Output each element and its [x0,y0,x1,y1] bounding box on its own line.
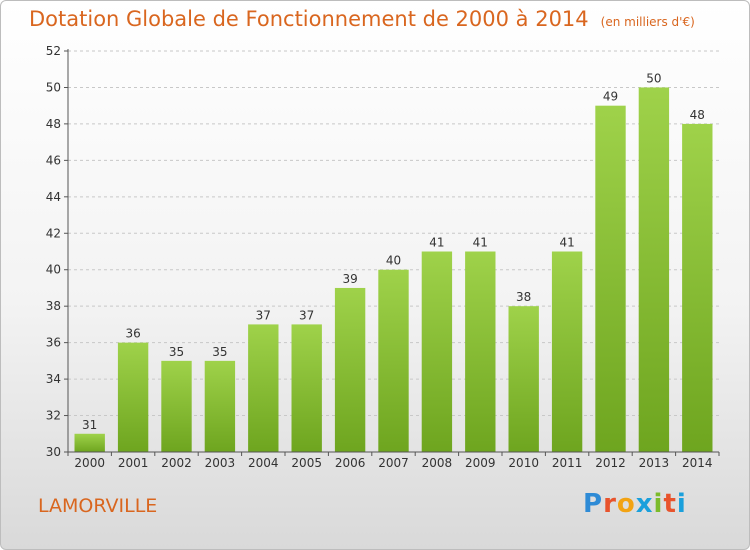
data-label: 37 [256,308,271,322]
bar [334,287,366,452]
commune-name: LAMORVILLE [38,495,158,517]
y-tick-label: 48 [46,117,61,131]
bar [117,342,149,452]
x-tick-label: 2000 [74,456,105,470]
data-label: 49 [603,90,618,104]
bar [291,324,322,452]
bar [682,123,713,452]
y-tick-label: 38 [46,299,61,313]
data-label: 39 [342,272,357,286]
logo-letter: P [583,489,604,519]
data-label: 40 [386,254,401,268]
bar [465,251,496,452]
y-tick-label: 32 [46,409,61,423]
data-label: 41 [473,236,488,250]
bar [74,433,105,452]
data-label: 35 [169,345,184,359]
data-label: 38 [516,290,531,304]
bar [161,360,192,452]
bar [508,306,539,452]
y-tick-label: 30 [46,445,61,459]
bar [421,251,453,452]
logo-letter: x [635,489,654,519]
logo-letter: t [663,489,677,519]
logo-letter: r [603,489,617,519]
x-tick-label: 2011 [552,456,583,470]
data-label: 37 [299,308,314,322]
x-tick-label: 2001 [118,456,149,470]
x-tick-label: 2012 [595,456,626,470]
x-tick-label: 2004 [248,456,279,470]
x-tick-label: 2009 [465,456,496,470]
y-tick-label: 50 [46,80,61,94]
y-tick-label: 36 [46,336,61,350]
bar [595,105,626,452]
bar [378,269,409,452]
x-tick-label: 2002 [161,456,192,470]
unit-note: (en milliers d'€) [600,15,695,29]
x-tick-label: 2003 [205,456,236,470]
data-label: 36 [125,327,140,341]
y-tick-label: 52 [46,44,61,58]
bar [204,360,236,452]
x-tick-label: 2014 [682,456,713,470]
y-tick-label: 44 [46,190,61,204]
bar [638,87,670,453]
y-tick-label: 42 [46,226,61,240]
data-label: 31 [82,418,97,432]
bar [551,251,583,452]
logo-letter: i [676,489,687,519]
axes: 30 32 34 36 38 40 42 44 46 48 50 52 2000 2001 2002 2003… [46,44,720,470]
x-tick-label: 2013 [639,456,670,470]
chart-title: Dotation Globale de Fonctionnement de 20… [29,7,589,31]
title-row: Dotation Globale de Fonctionnement de 20… [29,7,695,31]
y-tick-label: 40 [46,263,61,277]
data-label: 35 [212,345,227,359]
x-tick-label: 2008 [422,456,453,470]
data-label: 41 [429,236,444,250]
data-label: 48 [690,108,705,122]
logo-letter: i [653,489,664,519]
x-tick-label: 2006 [335,456,366,470]
logo-letter: o [616,489,636,519]
y-tick-label: 34 [46,372,61,386]
x-tick-label: 2007 [378,456,409,470]
y-tick-label: 46 [46,153,61,167]
data-label: 41 [559,236,574,250]
proxiti-logo: Proxiti [583,489,687,519]
bar [248,324,279,452]
bars: 31 36 35 35 37 37 39 40 41 41 38 41 49 50 48 [74,71,713,453]
data-label: 50 [646,71,661,85]
x-tick-label: 2010 [508,456,539,470]
x-tick-label: 2005 [291,456,322,470]
